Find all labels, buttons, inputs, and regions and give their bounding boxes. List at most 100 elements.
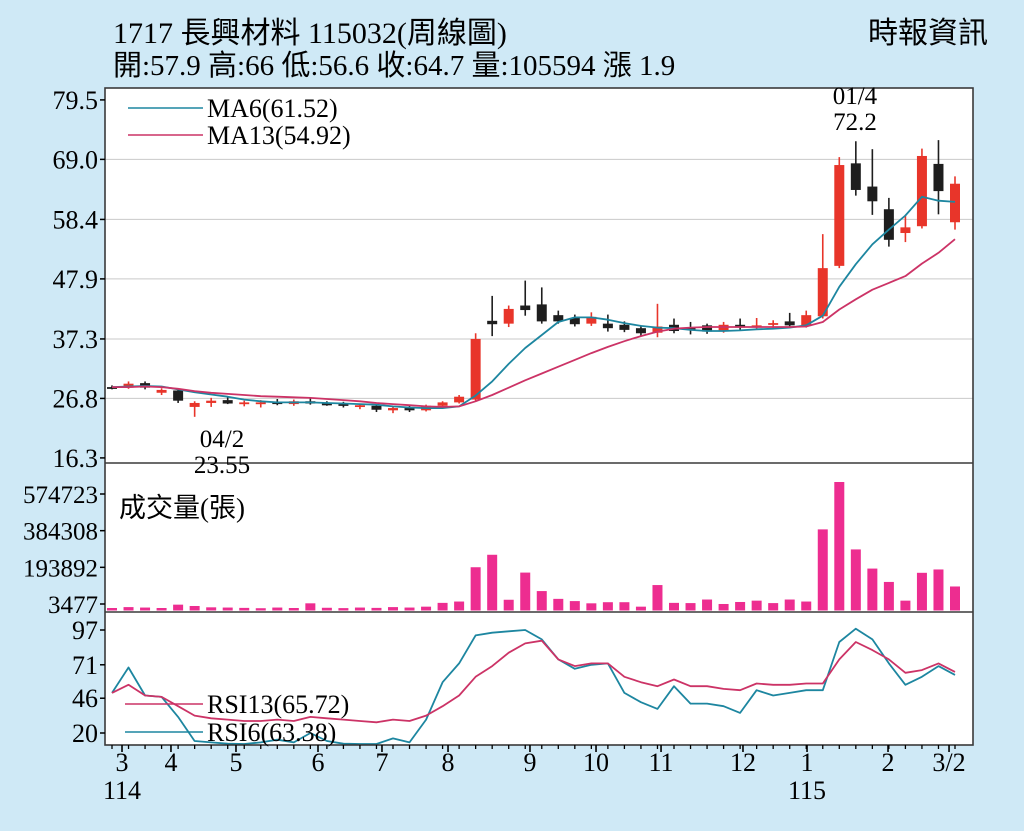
rsi-y-axis: 97 71 46 20 bbox=[72, 616, 105, 748]
candle-body bbox=[867, 186, 878, 202]
volume-bar bbox=[602, 602, 613, 611]
rsi-legend-label: RSI13(65.72) bbox=[207, 690, 349, 719]
panel-borders bbox=[104, 87, 974, 746]
volume-bar bbox=[173, 604, 184, 611]
candle-body bbox=[173, 390, 184, 401]
volume-bar bbox=[239, 607, 250, 611]
source-label: 時報資訊 bbox=[868, 17, 988, 50]
volume-bar bbox=[421, 606, 432, 611]
main-y-label: 79.5 bbox=[53, 86, 99, 115]
candle-body bbox=[801, 315, 812, 326]
volume-bar bbox=[817, 529, 828, 611]
rsi13-line bbox=[111, 639, 956, 724]
volume-bar bbox=[916, 572, 927, 611]
candle-body bbox=[470, 338, 481, 400]
volume-bar bbox=[107, 607, 117, 611]
ma-legend: MA6(61.52)MA13(54.92) bbox=[128, 94, 351, 150]
volume-bar bbox=[206, 607, 217, 611]
volume-bar bbox=[933, 569, 944, 611]
candle-body bbox=[702, 325, 713, 332]
month-label: 11 bbox=[649, 748, 674, 777]
candle-body bbox=[189, 402, 200, 407]
candle-body bbox=[834, 165, 845, 266]
volume-bar bbox=[702, 599, 713, 611]
rsi-y-label: 20 bbox=[72, 719, 98, 748]
volume-bar bbox=[255, 608, 266, 611]
month-label: 5 bbox=[229, 748, 242, 777]
candle-body bbox=[850, 163, 861, 190]
volume-bar bbox=[553, 598, 564, 611]
annotations: 04/223.55 01/472.2 bbox=[194, 83, 878, 479]
candle-body bbox=[817, 268, 828, 317]
volume-y-label: 574723 bbox=[23, 482, 98, 509]
volume-y-label: 384308 bbox=[23, 519, 98, 546]
volume-bar bbox=[586, 603, 597, 611]
outer-border bbox=[104, 87, 974, 746]
volume-bar bbox=[569, 601, 580, 611]
quote-summary: 開:57.9 高:66 低:56.6 收:64.7 量:105594 漲 1.9 bbox=[113, 50, 676, 82]
price-annotation: 04/2 bbox=[200, 426, 244, 453]
candle-body bbox=[503, 308, 514, 324]
volume-bar bbox=[735, 601, 746, 611]
volume-y-label: 193892 bbox=[23, 555, 98, 582]
volume-bar bbox=[321, 607, 332, 611]
month-label: 3 bbox=[116, 748, 129, 777]
volume-bars bbox=[107, 482, 960, 611]
candle-body bbox=[569, 317, 580, 325]
volume-bar bbox=[801, 601, 812, 611]
ma-legend-label: MA13(54.92) bbox=[207, 121, 351, 150]
candle-body bbox=[487, 320, 498, 325]
candle-body bbox=[602, 323, 613, 329]
page-title: 1717 長興材料 115032(周線圖) bbox=[113, 17, 507, 50]
main-y-label: 16.3 bbox=[53, 444, 99, 473]
volume-bar bbox=[388, 607, 398, 611]
volume-bar bbox=[834, 482, 845, 611]
ma13-line bbox=[112, 238, 956, 408]
volume-bar bbox=[156, 607, 167, 611]
volume-bar bbox=[900, 600, 911, 611]
volume-bar bbox=[272, 607, 283, 611]
volume-bar bbox=[140, 607, 151, 611]
volume-bar bbox=[288, 607, 299, 611]
volume-bar bbox=[437, 602, 448, 611]
plot-background bbox=[105, 88, 973, 745]
volume-bar bbox=[470, 567, 481, 611]
candle-body bbox=[255, 402, 266, 405]
candle-body bbox=[404, 408, 415, 411]
candle-body bbox=[454, 396, 465, 403]
ma6-line bbox=[111, 195, 956, 410]
volume-bar bbox=[354, 607, 365, 611]
candle-body bbox=[685, 327, 696, 330]
price-annotation: 72.2 bbox=[833, 109, 877, 136]
volume-bar bbox=[371, 607, 382, 611]
candle-body bbox=[900, 227, 911, 234]
volume-bar bbox=[652, 585, 663, 611]
candle-body bbox=[520, 305, 531, 311]
main-y-label: 26.8 bbox=[53, 384, 99, 413]
volume-bar bbox=[503, 599, 514, 611]
candle-body bbox=[321, 403, 332, 406]
month-label: 3/2 bbox=[932, 748, 965, 777]
volume-bar bbox=[404, 607, 415, 611]
main-y-axis: 79.5 69.0 58.4 47.9 37.3 26.8 16.3 bbox=[53, 86, 105, 473]
main-y-label: 37.3 bbox=[53, 325, 99, 354]
month-label: 10 bbox=[583, 748, 609, 777]
candle-body bbox=[768, 323, 779, 325]
candle-body bbox=[652, 326, 663, 333]
volume-bar bbox=[305, 603, 316, 611]
price-annotation: 01/4 bbox=[833, 83, 878, 110]
volume-bar bbox=[867, 568, 878, 611]
candle-body bbox=[437, 402, 448, 406]
rsi-y-label: 46 bbox=[72, 684, 98, 713]
price-annotation: 23.55 bbox=[194, 452, 250, 479]
month-label: 9 bbox=[523, 748, 536, 777]
volume-bar bbox=[619, 602, 630, 611]
volume-bar bbox=[883, 581, 894, 611]
candle-body bbox=[338, 404, 349, 406]
candle-body bbox=[354, 405, 365, 408]
volume-bar bbox=[222, 607, 233, 611]
main-y-label: 58.4 bbox=[53, 205, 99, 234]
candle-body bbox=[388, 408, 398, 411]
